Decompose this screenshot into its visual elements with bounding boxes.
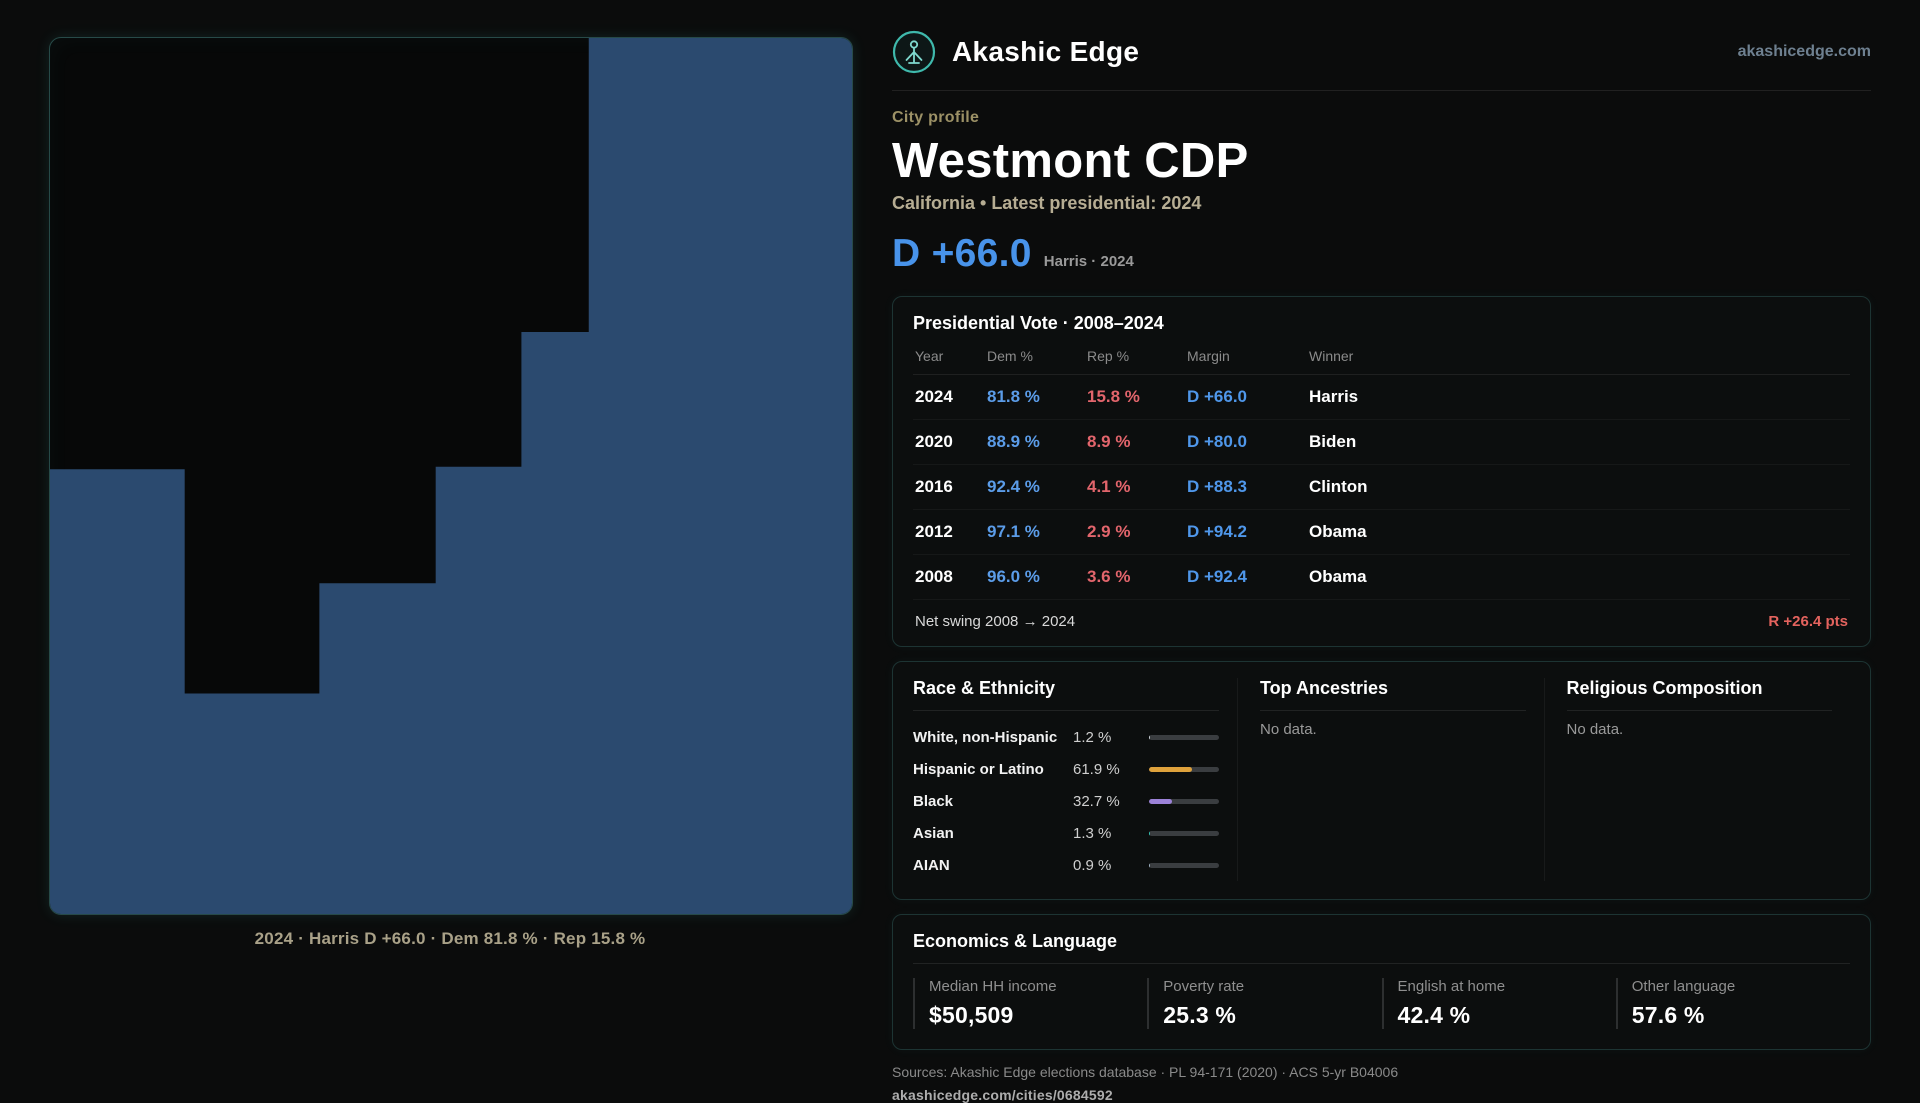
margin: D +80.0 — [1187, 432, 1248, 451]
religion-title: Religious Composition — [1566, 678, 1832, 711]
presidential-vote-panel: Presidential Vote · 2008–2024 Year Dem %… — [892, 296, 1871, 647]
ancestries-title: Top Ancestries — [1260, 678, 1526, 711]
year: 2012 — [915, 522, 953, 541]
rep-pct: 8.9 % — [1087, 432, 1131, 451]
race-bar-track — [1149, 830, 1219, 836]
brand-domain-link[interactable]: akashicedge.com — [1737, 43, 1871, 60]
margin: D +94.2 — [1187, 522, 1248, 541]
net-swing-row: Net swing 2008 → 2024 R +26.4 pts — [913, 600, 1850, 638]
margin: D +88.3 — [1187, 477, 1248, 496]
winner: Harris — [1309, 387, 1359, 406]
margin-headline: D +66.0 — [892, 232, 1032, 275]
race-bar-track — [1149, 766, 1219, 772]
dem-pct: 81.8 % — [987, 387, 1040, 406]
vote-table-header: Year Dem % Rep % Margin Winner — [913, 346, 1850, 375]
race-row-aian: AIAN 0.9 % — [913, 849, 1219, 881]
vote-row-2012: 2012 97.1 % 2.9 % D +94.2 Obama — [913, 510, 1850, 555]
winner: Clinton — [1309, 477, 1368, 496]
race-bar-track — [1149, 862, 1219, 868]
winner: Obama — [1309, 567, 1367, 586]
year: 2024 — [915, 387, 953, 406]
page-title: Westmont CDP — [892, 134, 1249, 188]
ancestries-column: Top Ancestries No data. — [1237, 678, 1544, 881]
rep-pct: 4.1 % — [1087, 477, 1131, 496]
race-row-white: White, non-Hispanic 1.2 % — [913, 721, 1219, 753]
race-title: Race & Ethnicity — [913, 678, 1219, 711]
year: 2008 — [915, 567, 953, 586]
stat-english-at-home: English at home 42.4 % — [1381, 978, 1616, 1029]
demographics-panel: Race & Ethnicity White, non-Hispanic 1.2… — [892, 661, 1871, 900]
city-shape — [50, 38, 852, 914]
race-bar-fill — [1149, 734, 1150, 740]
stat-poverty-rate: Poverty rate 25.3 % — [1147, 978, 1381, 1029]
dem-pct: 97.1 % — [987, 522, 1040, 541]
dem-pct: 88.9 % — [987, 432, 1040, 451]
winner: Biden — [1309, 432, 1357, 451]
col-dem: Dem % — [987, 348, 1033, 364]
vote-panel-title: Presidential Vote · 2008–2024 — [913, 313, 1164, 333]
map-caption: 2024 · Harris D +66.0 · Dem 81.8 % · Rep… — [254, 929, 646, 948]
year: 2020 — [915, 432, 953, 451]
race-bar-track — [1149, 798, 1219, 804]
ancestries-empty: No data. — [1260, 721, 1317, 738]
race-row-asian: Asian 1.3 % — [913, 817, 1219, 849]
city-boundary-map — [50, 38, 852, 914]
economics-title: Economics & Language — [913, 931, 1850, 964]
race-row-hispanic: Hispanic or Latino 61.9 % — [913, 753, 1219, 785]
kicker: City profile — [892, 109, 980, 126]
subtitle: California • Latest presidential: 2024 — [892, 193, 1202, 213]
rep-pct: 2.9 % — [1087, 522, 1131, 541]
net-swing-label: Net swing 2008 → 2024 — [915, 613, 1076, 630]
col-margin: Margin — [1187, 348, 1230, 364]
margin: D +92.4 — [1187, 567, 1248, 586]
col-year: Year — [915, 348, 944, 364]
margin: D +66.0 — [1187, 387, 1248, 406]
col-rep: Rep % — [1087, 348, 1130, 364]
brand-name: Akashic Edge — [952, 36, 1140, 67]
vote-row-2020: 2020 88.9 % 8.9 % D +80.0 Biden — [913, 420, 1850, 465]
margin-note: Harris · 2024 — [1043, 253, 1134, 270]
sources-line: Sources: Akashic Edge elections database… — [892, 1064, 1399, 1080]
winner: Obama — [1309, 522, 1367, 541]
stat-median-income: Median HH income $50,509 — [913, 978, 1147, 1029]
city-url-link[interactable]: akashicedge.com/cities/0684592 — [892, 1087, 1113, 1103]
net-swing-value: R +26.4 pts — [1768, 613, 1848, 630]
race-bar-fill — [1149, 766, 1193, 772]
map-section: 2024 · Harris D +66.0 · Dem 81.8 % · Rep… — [49, 37, 853, 949]
race-row-black: Black 32.7 % — [913, 785, 1219, 817]
race-ethnicity-column: Race & Ethnicity White, non-Hispanic 1.2… — [913, 678, 1237, 881]
race-bar-fill — [1149, 830, 1150, 836]
margin-row: D +66.0 Harris · 2024 — [892, 232, 1871, 276]
rep-pct: 3.6 % — [1087, 567, 1131, 586]
year: 2016 — [915, 477, 953, 496]
dem-pct: 92.4 % — [987, 477, 1040, 496]
rep-pct: 15.8 % — [1087, 387, 1140, 406]
race-bar-fill — [1149, 798, 1172, 804]
religion-column: Religious Composition No data. — [1543, 678, 1851, 881]
race-bar-track — [1149, 734, 1219, 740]
vote-row-2024: 2024 81.8 % 15.8 % D +66.0 Harris — [913, 375, 1850, 420]
profile-section: Akashic Edge akashicedge.com City profil… — [892, 30, 1871, 1103]
header: Akashic Edge akashicedge.com — [892, 30, 1871, 91]
city-map-panel — [49, 37, 853, 915]
col-winner: Winner — [1309, 348, 1354, 364]
akashic-edge-logo-icon — [892, 30, 936, 74]
religion-empty: No data. — [1566, 721, 1624, 738]
vote-row-2016: 2016 92.4 % 4.1 % D +88.3 Clinton — [913, 465, 1850, 510]
race-bar-fill — [1149, 862, 1150, 868]
economics-stats: Median HH income $50,509 Poverty rate 25… — [913, 978, 1850, 1029]
economics-panel: Economics & Language Median HH income $5… — [892, 914, 1871, 1050]
vote-row-2008: 2008 96.0 % 3.6 % D +92.4 Obama — [913, 555, 1850, 600]
stat-other-language: Other language 57.6 % — [1615, 978, 1850, 1029]
dem-pct: 96.0 % — [987, 567, 1040, 586]
